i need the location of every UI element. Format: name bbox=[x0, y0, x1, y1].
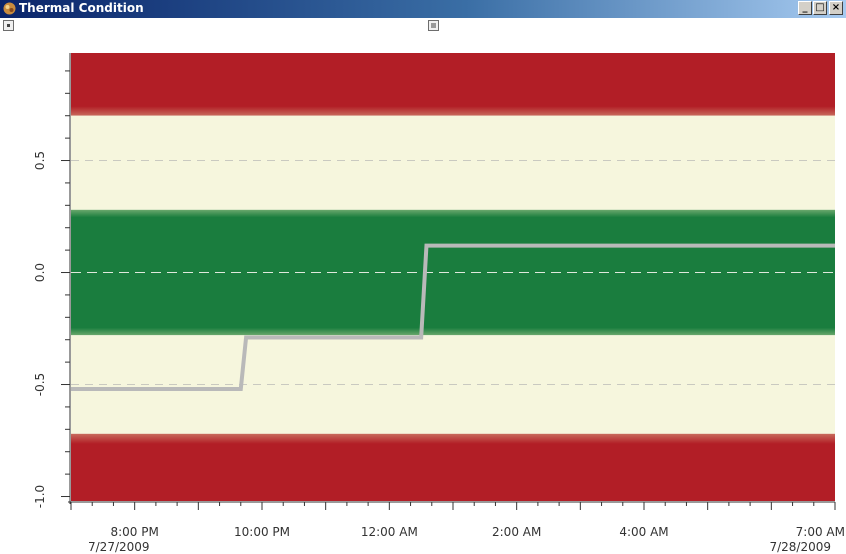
x-tick-label: 2:00 AM bbox=[492, 525, 541, 539]
window-title: Thermal Condition bbox=[19, 1, 144, 15]
close-button[interactable]: × bbox=[829, 1, 843, 15]
x-tick-label: 10:00 PM bbox=[234, 525, 290, 539]
maximize-button[interactable]: □ bbox=[813, 1, 827, 15]
band-danger-high bbox=[71, 53, 835, 116]
band-caution-high bbox=[71, 115, 835, 210]
chart-options-icon[interactable] bbox=[428, 20, 439, 31]
band-normal bbox=[71, 209, 835, 336]
x-tick-label: 12:00 AM bbox=[361, 525, 418, 539]
x-tick-label: 7:00 AM bbox=[796, 525, 845, 539]
minimize-button[interactable]: _ bbox=[798, 1, 812, 15]
x-tick-label: 4:00 AM bbox=[619, 525, 668, 539]
y-tick-label: -0.5 bbox=[33, 373, 47, 396]
series-line bbox=[71, 243, 835, 391]
chart-menu-icon[interactable] bbox=[3, 20, 14, 31]
y-tick-label: -1.0 bbox=[33, 485, 47, 508]
x-end-date-label: 7/28/2009 bbox=[769, 540, 831, 554]
y-tick-label: 0.5 bbox=[33, 151, 47, 170]
x-tick-label: 8:00 PM bbox=[110, 525, 158, 539]
title-bar[interactable]: Thermal Condition _ □ × bbox=[0, 0, 846, 18]
app-icon bbox=[3, 2, 16, 15]
band-danger-low bbox=[71, 433, 835, 501]
x-start-date-label: 7/27/2009 bbox=[88, 540, 150, 554]
chart-toolbar bbox=[0, 18, 846, 52]
y-tick-label: 0.0 bbox=[33, 263, 47, 282]
